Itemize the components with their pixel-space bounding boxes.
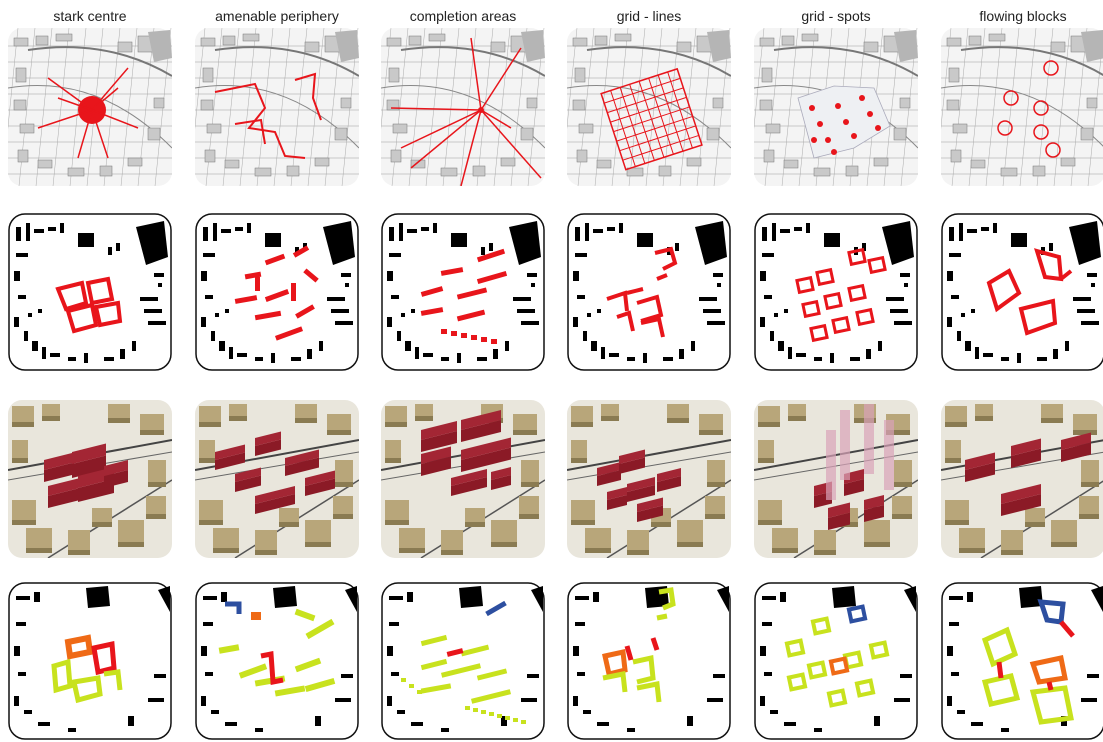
phasing-plan-graphic-4	[567, 582, 731, 740]
concept-sketch-1	[8, 28, 172, 186]
concept-sketch-3	[381, 28, 545, 186]
concept-sketch-graphic-4	[567, 28, 731, 186]
figure-ground-plan-graphic-5	[754, 213, 918, 371]
figure-ground-plan-graphic-4	[567, 213, 731, 371]
figure-ground-plan-graphic-2	[195, 213, 359, 371]
concept-sketch-graphic-5	[754, 28, 918, 186]
column-title-1: stark centre	[5, 8, 175, 24]
column-title-4: grid - lines	[564, 8, 734, 24]
column-title-6: flowing blocks	[938, 8, 1103, 24]
figure-ground-plan-5	[754, 213, 918, 371]
phasing-plan-graphic-2	[195, 582, 359, 740]
concept-sketch-2	[195, 28, 359, 186]
column-title-2: amenable periphery	[192, 8, 362, 24]
figure-ground-plan-3	[381, 213, 545, 371]
concept-sketch-graphic-2	[195, 28, 359, 186]
figure-ground-plan-4	[567, 213, 731, 371]
figure-ground-plan-6	[941, 213, 1103, 371]
phasing-plan-graphic-5	[754, 582, 918, 740]
phasing-plan-graphic-3	[381, 582, 545, 740]
phasing-plan-1	[8, 582, 172, 740]
figure-ground-plan-graphic-3	[381, 213, 545, 371]
figure-ground-plan-graphic-6	[941, 213, 1103, 371]
3d-massing-model-graphic-6	[941, 400, 1103, 558]
phasing-plan-2	[195, 582, 359, 740]
3d-massing-model-5	[754, 400, 918, 558]
3d-massing-model-graphic-4	[567, 400, 731, 558]
3d-massing-model-graphic-2	[195, 400, 359, 558]
concept-sketch-graphic-3	[381, 28, 545, 186]
3d-massing-model-3	[381, 400, 545, 558]
3d-massing-model-graphic-1	[8, 400, 172, 558]
3d-massing-model-graphic-3	[381, 400, 545, 558]
column-title-5: grid - spots	[751, 8, 921, 24]
3d-massing-model-6	[941, 400, 1103, 558]
concept-sketch-6	[941, 28, 1103, 186]
phasing-plan-5	[754, 582, 918, 740]
phasing-plan-graphic-6	[941, 582, 1103, 740]
column-title-3: completion areas	[378, 8, 548, 24]
concept-sketch-graphic-6	[941, 28, 1103, 186]
phasing-plan-3	[381, 582, 545, 740]
phasing-plan-6	[941, 582, 1103, 740]
3d-massing-model-4	[567, 400, 731, 558]
phasing-plan-graphic-1	[8, 582, 172, 740]
3d-massing-model-1	[8, 400, 172, 558]
concept-sketch-5	[754, 28, 918, 186]
3d-massing-model-graphic-5	[754, 400, 918, 558]
concept-sketch-graphic-1	[8, 28, 172, 186]
figure-ground-plan-graphic-1	[8, 213, 172, 371]
phasing-plan-4	[567, 582, 731, 740]
concept-sketch-4	[567, 28, 731, 186]
3d-massing-model-2	[195, 400, 359, 558]
figure-ground-plan-2	[195, 213, 359, 371]
figure-ground-plan-1	[8, 213, 172, 371]
